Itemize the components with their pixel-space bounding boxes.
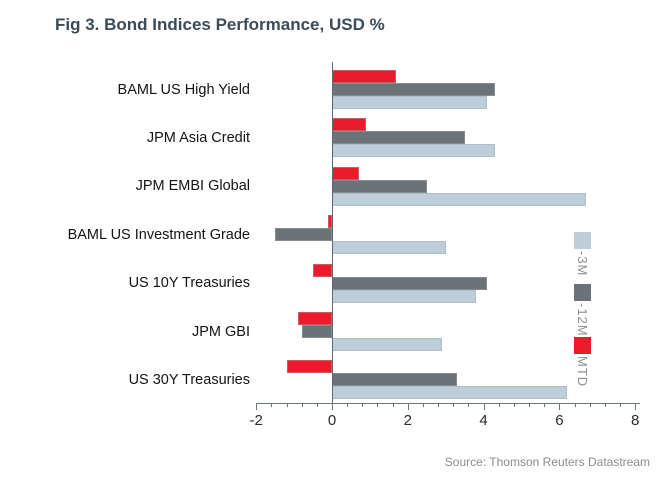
x-minor-tick bbox=[468, 404, 470, 407]
legend-item-MTD: MTD bbox=[574, 337, 591, 387]
bar--12M-us-30y-treasuries bbox=[332, 373, 458, 387]
bar-MTD-us-30y-treasuries bbox=[286, 360, 332, 374]
x-minor-tick bbox=[513, 404, 515, 407]
chart-title: Fig 3. Bond Indices Performance, USD % bbox=[55, 15, 385, 34]
legend-swatch-MTD bbox=[574, 337, 591, 354]
x-minor-tick bbox=[438, 404, 440, 407]
bar-MTD-jpm-asia-credit bbox=[332, 118, 367, 132]
x-major-tick bbox=[407, 404, 409, 410]
x-tick-label: 6 bbox=[555, 412, 564, 429]
x-tick-label: 8 bbox=[631, 412, 640, 429]
x-minor-tick bbox=[422, 404, 424, 407]
x-minor-tick bbox=[529, 404, 531, 407]
bar--12M-jpm-gbi bbox=[301, 325, 332, 338]
x-axis bbox=[256, 403, 640, 404]
bar--12M-us-10y-treasuries bbox=[332, 276, 488, 290]
bar-MTD-us-10y-treasuries bbox=[313, 263, 332, 277]
legend-swatch-3M bbox=[574, 232, 591, 249]
bar--12M-baml-us-investment-grade bbox=[275, 228, 332, 242]
x-major-tick bbox=[559, 404, 561, 410]
bar--12M-jpm-embi-global bbox=[332, 179, 427, 193]
legend-label: -12M bbox=[575, 303, 590, 337]
bar--3M-jpm-asia-credit bbox=[332, 144, 495, 158]
x-tick-label: 0 bbox=[327, 412, 337, 429]
x-minor-tick bbox=[574, 404, 576, 407]
category-label: JPM Asia Credit bbox=[146, 129, 250, 146]
x-tick-label: 4 bbox=[479, 412, 488, 429]
x-minor-tick bbox=[392, 404, 394, 407]
bar--12M-jpm-asia-credit bbox=[332, 131, 465, 145]
legend-label: MTD bbox=[575, 356, 590, 388]
bar-MTD-jpm-embi-global bbox=[332, 166, 359, 180]
x-minor-tick bbox=[347, 404, 349, 407]
x-minor-tick bbox=[498, 404, 500, 407]
x-minor-tick bbox=[604, 404, 606, 407]
x-minor-tick bbox=[377, 404, 379, 407]
legend-swatch-12M bbox=[574, 284, 591, 301]
source-note: Source: Thomson Reuters Datastream bbox=[444, 455, 650, 469]
x-minor-tick bbox=[271, 404, 273, 407]
bar-MTD-jpm-gbi bbox=[297, 312, 332, 325]
bar--12M-baml-us-high-yield bbox=[332, 83, 495, 96]
x-minor-tick bbox=[453, 404, 455, 407]
bar--3M-baml-us-high-yield bbox=[332, 96, 488, 109]
x-major-tick bbox=[332, 404, 333, 410]
bar--3M-jpm-gbi bbox=[332, 338, 442, 351]
x-major-tick bbox=[483, 404, 485, 410]
category-label: BAML US Investment Grade bbox=[67, 226, 250, 243]
bar--3M-us-30y-treasuries bbox=[332, 386, 567, 400]
x-minor-tick bbox=[301, 404, 303, 407]
legend-label: -3M bbox=[575, 251, 590, 277]
x-minor-tick bbox=[544, 404, 546, 407]
bar--3M-us-10y-treasuries bbox=[332, 289, 477, 303]
bar-MTD-baml-us-high-yield bbox=[332, 70, 397, 83]
bar--3M-baml-us-investment-grade bbox=[332, 241, 446, 255]
x-tick-label: -2 bbox=[249, 412, 263, 429]
category-label: BAML US High Yield bbox=[117, 81, 250, 98]
x-minor-tick bbox=[286, 404, 288, 407]
legend-item-12M: -12M bbox=[574, 284, 591, 337]
x-minor-tick bbox=[362, 404, 364, 407]
x-minor-tick bbox=[620, 404, 622, 407]
bar--3M-jpm-embi-global bbox=[332, 192, 586, 206]
category-label: JPM GBI bbox=[191, 323, 250, 340]
x-minor-tick bbox=[589, 404, 591, 407]
category-label: JPM EMBI Global bbox=[135, 178, 250, 195]
legend-item-3M: -3M bbox=[574, 232, 591, 276]
x-minor-tick bbox=[316, 404, 318, 407]
bar-MTD-baml-us-investment-grade bbox=[328, 215, 332, 229]
x-tick-label: 2 bbox=[403, 412, 412, 429]
category-label: US 10Y Treasuries bbox=[128, 275, 250, 292]
zero-baseline bbox=[332, 62, 333, 409]
x-major-tick bbox=[635, 404, 637, 410]
category-label: US 30Y Treasuries bbox=[128, 371, 250, 388]
x-major-tick bbox=[256, 404, 258, 410]
